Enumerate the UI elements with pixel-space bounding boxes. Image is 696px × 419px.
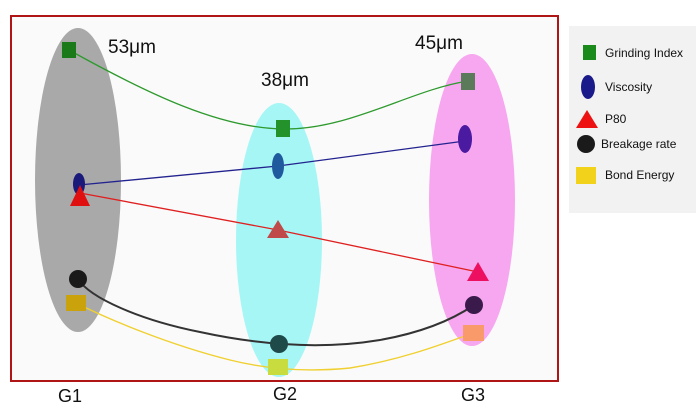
marker-breakage-rate-g3 bbox=[465, 296, 483, 314]
legend-p80-label: P80 bbox=[605, 112, 627, 126]
group-ellipse-g2 bbox=[236, 103, 322, 377]
legend-breakage-rate-icon bbox=[577, 135, 595, 153]
marker-viscosity-g2 bbox=[272, 153, 284, 179]
legend-breakage-rate-label: Breakage rate bbox=[601, 137, 677, 151]
marker-grinding-index-g3 bbox=[461, 73, 475, 90]
legend-viscosity-label: Viscosity bbox=[605, 80, 652, 94]
marker-p80-g1 bbox=[70, 185, 90, 206]
group-label-g1: G1 bbox=[58, 386, 82, 406]
legend-bond-energy-label: Bond Energy bbox=[605, 168, 674, 182]
marker-viscosity-g3 bbox=[458, 125, 472, 153]
group-label-g3: G3 bbox=[461, 385, 485, 405]
marker-breakage-rate-g2 bbox=[270, 335, 288, 353]
marker-p80-g2 bbox=[267, 220, 289, 238]
group-label-g2: G2 bbox=[273, 384, 297, 404]
marker-bond-energy-g3 bbox=[463, 325, 484, 341]
marker-grinding-index-g1 bbox=[62, 42, 76, 58]
group-size-label-g1: 53μm bbox=[108, 37, 156, 58]
legend-grinding-index-icon bbox=[583, 45, 596, 60]
group-size-label-g3: 45μm bbox=[415, 33, 463, 54]
marker-bond-energy-g1 bbox=[66, 295, 86, 311]
marker-bond-energy-g2 bbox=[268, 359, 288, 375]
marker-grinding-index-g2 bbox=[276, 120, 290, 137]
legend-p80-icon bbox=[576, 110, 598, 128]
group-size-label-g2: 38μm bbox=[261, 70, 309, 91]
legend-viscosity-icon bbox=[581, 75, 595, 99]
marker-breakage-rate-g1 bbox=[69, 270, 87, 288]
legend-grinding-index-label: Grinding Index bbox=[605, 46, 683, 60]
marker-p80-g3 bbox=[467, 262, 489, 281]
group-ellipse-g3 bbox=[429, 54, 515, 346]
legend-bond-energy-icon bbox=[576, 167, 596, 184]
